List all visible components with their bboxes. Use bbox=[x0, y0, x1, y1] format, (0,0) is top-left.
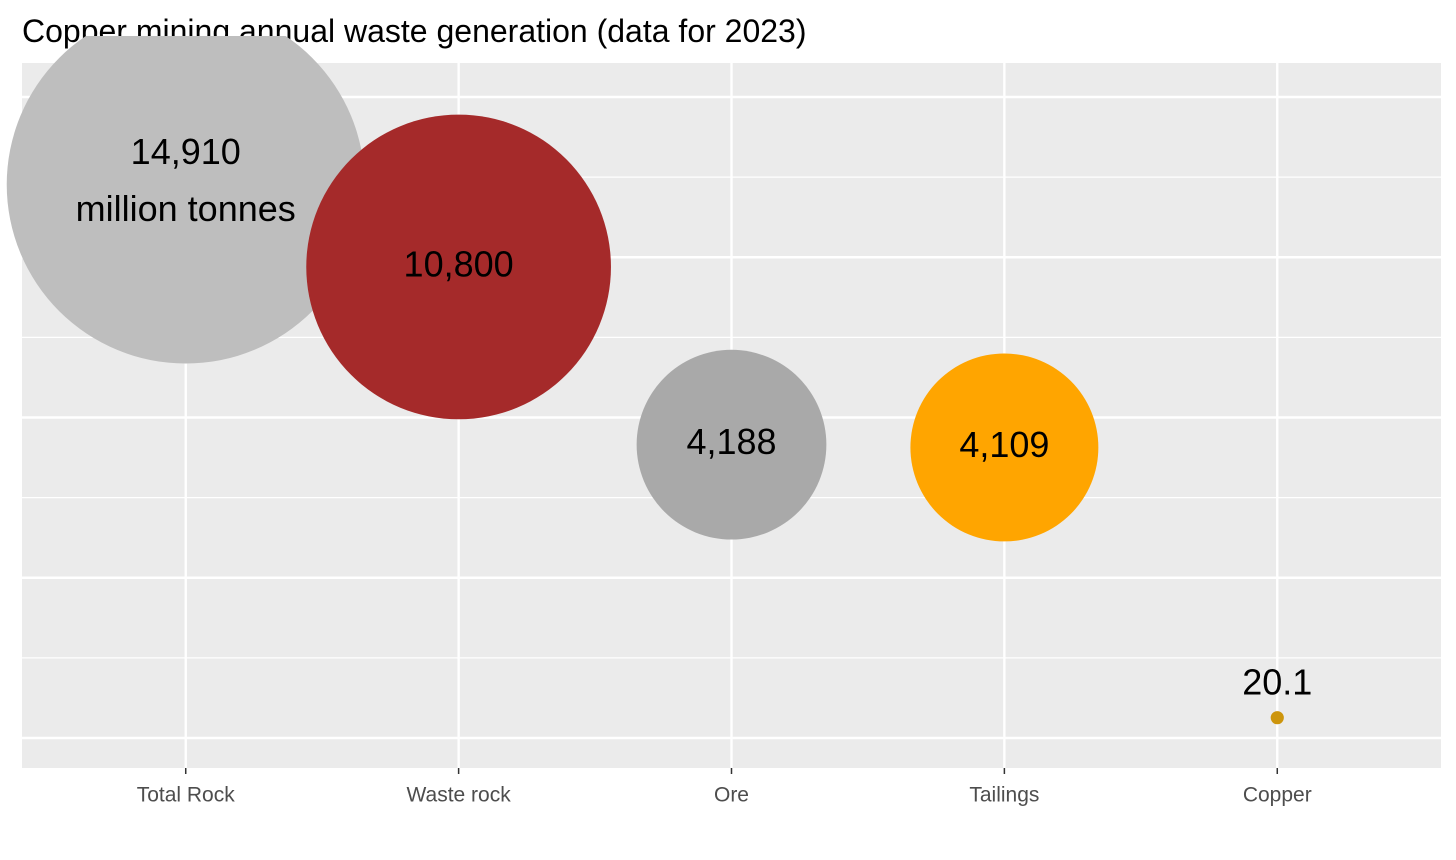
x-tick-label: Copper bbox=[1243, 784, 1312, 807]
bubble bbox=[306, 114, 611, 420]
x-tick-label: Tailings bbox=[969, 784, 1039, 807]
x-tick-label: Total Rock bbox=[137, 784, 236, 807]
bubble bbox=[6, 36, 365, 364]
bubble bbox=[1270, 711, 1284, 725]
bubble bbox=[636, 349, 827, 540]
data-label: 10,800 bbox=[404, 243, 514, 284]
data-label: 20.1 bbox=[1242, 662, 1312, 703]
x-tick-label: Ore bbox=[714, 784, 749, 807]
x-tick-label: Waste rock bbox=[406, 784, 511, 807]
data-label: 14,910 bbox=[131, 131, 241, 172]
unit-label: million tonnes bbox=[76, 188, 296, 229]
data-label: 4,109 bbox=[959, 424, 1049, 465]
data-label: 4,188 bbox=[686, 421, 776, 462]
bubble bbox=[910, 353, 1099, 542]
